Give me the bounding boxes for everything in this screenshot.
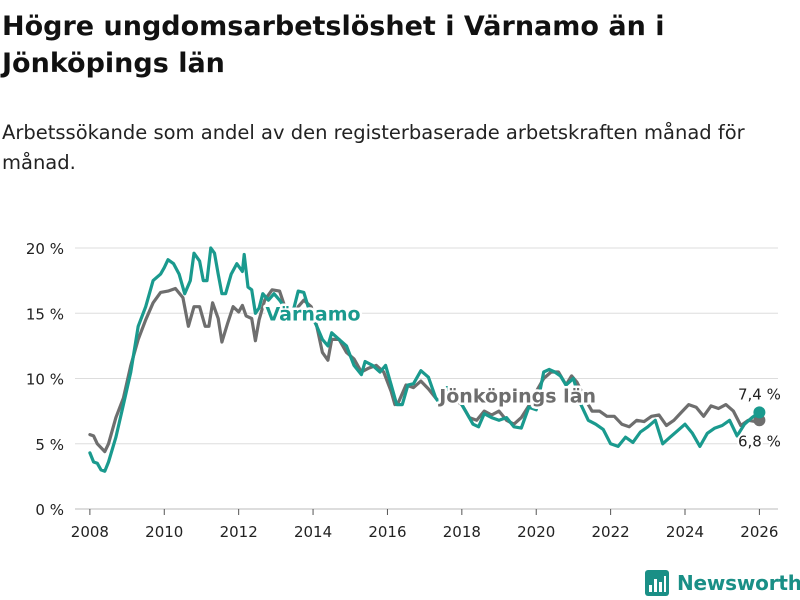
gridlines (75, 247, 778, 510)
series-labels: Värnamo Jönköpings län 7,4 % 6,8 % (263, 301, 783, 453)
chart-subtitle: Arbetssökande som andel av den registerb… (2, 121, 745, 174)
end-point-v-rnamo (753, 406, 766, 419)
x-tick-label: 2010 (145, 523, 183, 541)
y-tick-label: 15 % (26, 305, 64, 323)
x-tick-label: 2014 (294, 523, 332, 541)
series-label-j-nk-pings-l-n: Jönköpings län (437, 385, 596, 407)
x-tick-label: 2024 (666, 523, 704, 541)
end-value-label: 7,4 % (738, 385, 781, 403)
chart-title: Högre ungdomsarbetslöshet i Värnamo än i… (2, 11, 665, 79)
x-tick-label: 2020 (517, 523, 555, 541)
series-line-j-nk-pings-l-n (88, 286, 761, 454)
brand-logo: Newsworthy (645, 567, 800, 599)
x-tick-label: 2008 (71, 523, 109, 541)
y-tick-label: 5 % (35, 436, 64, 454)
x-tick-label: 2026 (740, 523, 778, 541)
series-line-v-rnamo (88, 246, 761, 473)
end-value-label: 6,8 % (738, 432, 781, 450)
series-label-v-rnamo: Värnamo (266, 303, 361, 325)
x-tick-label: 2016 (368, 523, 406, 541)
y-tick-label: 20 % (26, 240, 64, 258)
x-tick-label: 2022 (592, 523, 630, 541)
series-lines (88, 246, 766, 473)
bar-chart-logo-icon (645, 570, 669, 596)
x-tick-label: 2012 (220, 523, 258, 541)
brand-name: Newsworthy (677, 571, 800, 595)
axes: 0 % 5 % 10 % 15 % 20 % 2008 2010 2012 2014 2016 20… (26, 240, 779, 541)
y-tick-label: 0 % (35, 501, 64, 519)
x-tick-label: 2018 (443, 523, 481, 541)
y-tick-label: 10 % (26, 371, 64, 389)
